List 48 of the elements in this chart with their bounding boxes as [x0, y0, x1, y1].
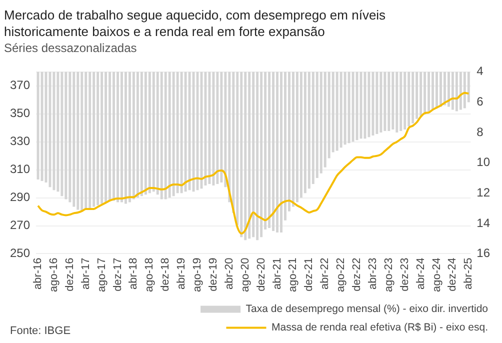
chart-subtitle: Séries dessazonalizadas [4, 41, 137, 56]
x-tick-label: abr-19 [176, 258, 188, 290]
y2-tick-label: 4 [476, 64, 484, 78]
x-tick-label: abr-23 [366, 258, 379, 290]
x-tick-label: ago-16 [48, 258, 60, 292]
x-tick-label: abr-18 [128, 258, 140, 290]
x-tick-label: ago-22 [335, 258, 348, 292]
y-tick-label: 370 [10, 78, 30, 92]
y-tick-label: 310 [10, 162, 30, 176]
x-tick-label: ago-19 [192, 258, 204, 292]
y2-tick-label: 14 [476, 216, 490, 230]
x-tick-label: dez-16 [64, 258, 76, 292]
x-tick-label: ago-20 [239, 258, 252, 292]
legend-label: Taxa de desemprego mensal (%) - eixo dir. invertido [246, 303, 488, 316]
x-tick-label: dez-19 [207, 258, 220, 292]
y-tick-label: 270 [10, 218, 30, 232]
x-tick-label: dez-22 [351, 258, 364, 292]
x-tick-label: abr-24 [414, 258, 427, 290]
x-tick-label: ago-18 [144, 258, 156, 292]
x-tick-label: dez-18 [160, 258, 172, 292]
x-tick-label: abr-21 [271, 258, 284, 290]
legend-label: Massa de renda real efetiva (R$ Bi) - eixo esq. [271, 322, 488, 334]
source-note: Fonte: IBGE [10, 325, 71, 337]
x-tick-label: dez-23 [398, 258, 411, 292]
y-tick-label: 350 [10, 106, 30, 120]
x-tick-label: ago-17 [96, 258, 108, 292]
x-tick-label: dez-24 [446, 258, 459, 292]
y2-tick-label: 16 [476, 246, 490, 260]
x-tick-label: dez-20 [255, 258, 268, 292]
chart-title: Mercado de trabalho segue aquecido, com desemprego em níveis historicamente baixos e a renda real em forte expansão [4, 8, 386, 39]
x-tick-label: abr-17 [80, 258, 92, 290]
x-tick-label: abr-16 [32, 258, 44, 290]
x-tick-label: dez-17 [112, 258, 124, 292]
x-tick-label: abr-22 [319, 258, 332, 290]
y2-tick-label: 12 [476, 185, 490, 200]
y-tick-label: 250 [10, 246, 30, 260]
x-tick-label: ago-23 [382, 258, 395, 292]
x-tick-label: ago-21 [287, 258, 300, 292]
x-tick-label: abr-25 [462, 258, 475, 290]
y2-tick-label: 6 [476, 94, 484, 109]
line-series [37, 92, 470, 234]
y-tick-label: 290 [10, 190, 30, 204]
y2-tick-label: 10 [476, 155, 490, 170]
x-tick-label: dez-21 [303, 258, 316, 292]
y-tick-label: 330 [10, 134, 30, 148]
x-tick-label: ago-24 [430, 258, 443, 292]
y2-tick-label: 8 [476, 124, 484, 139]
x-tick-label: abr-20 [223, 258, 236, 290]
